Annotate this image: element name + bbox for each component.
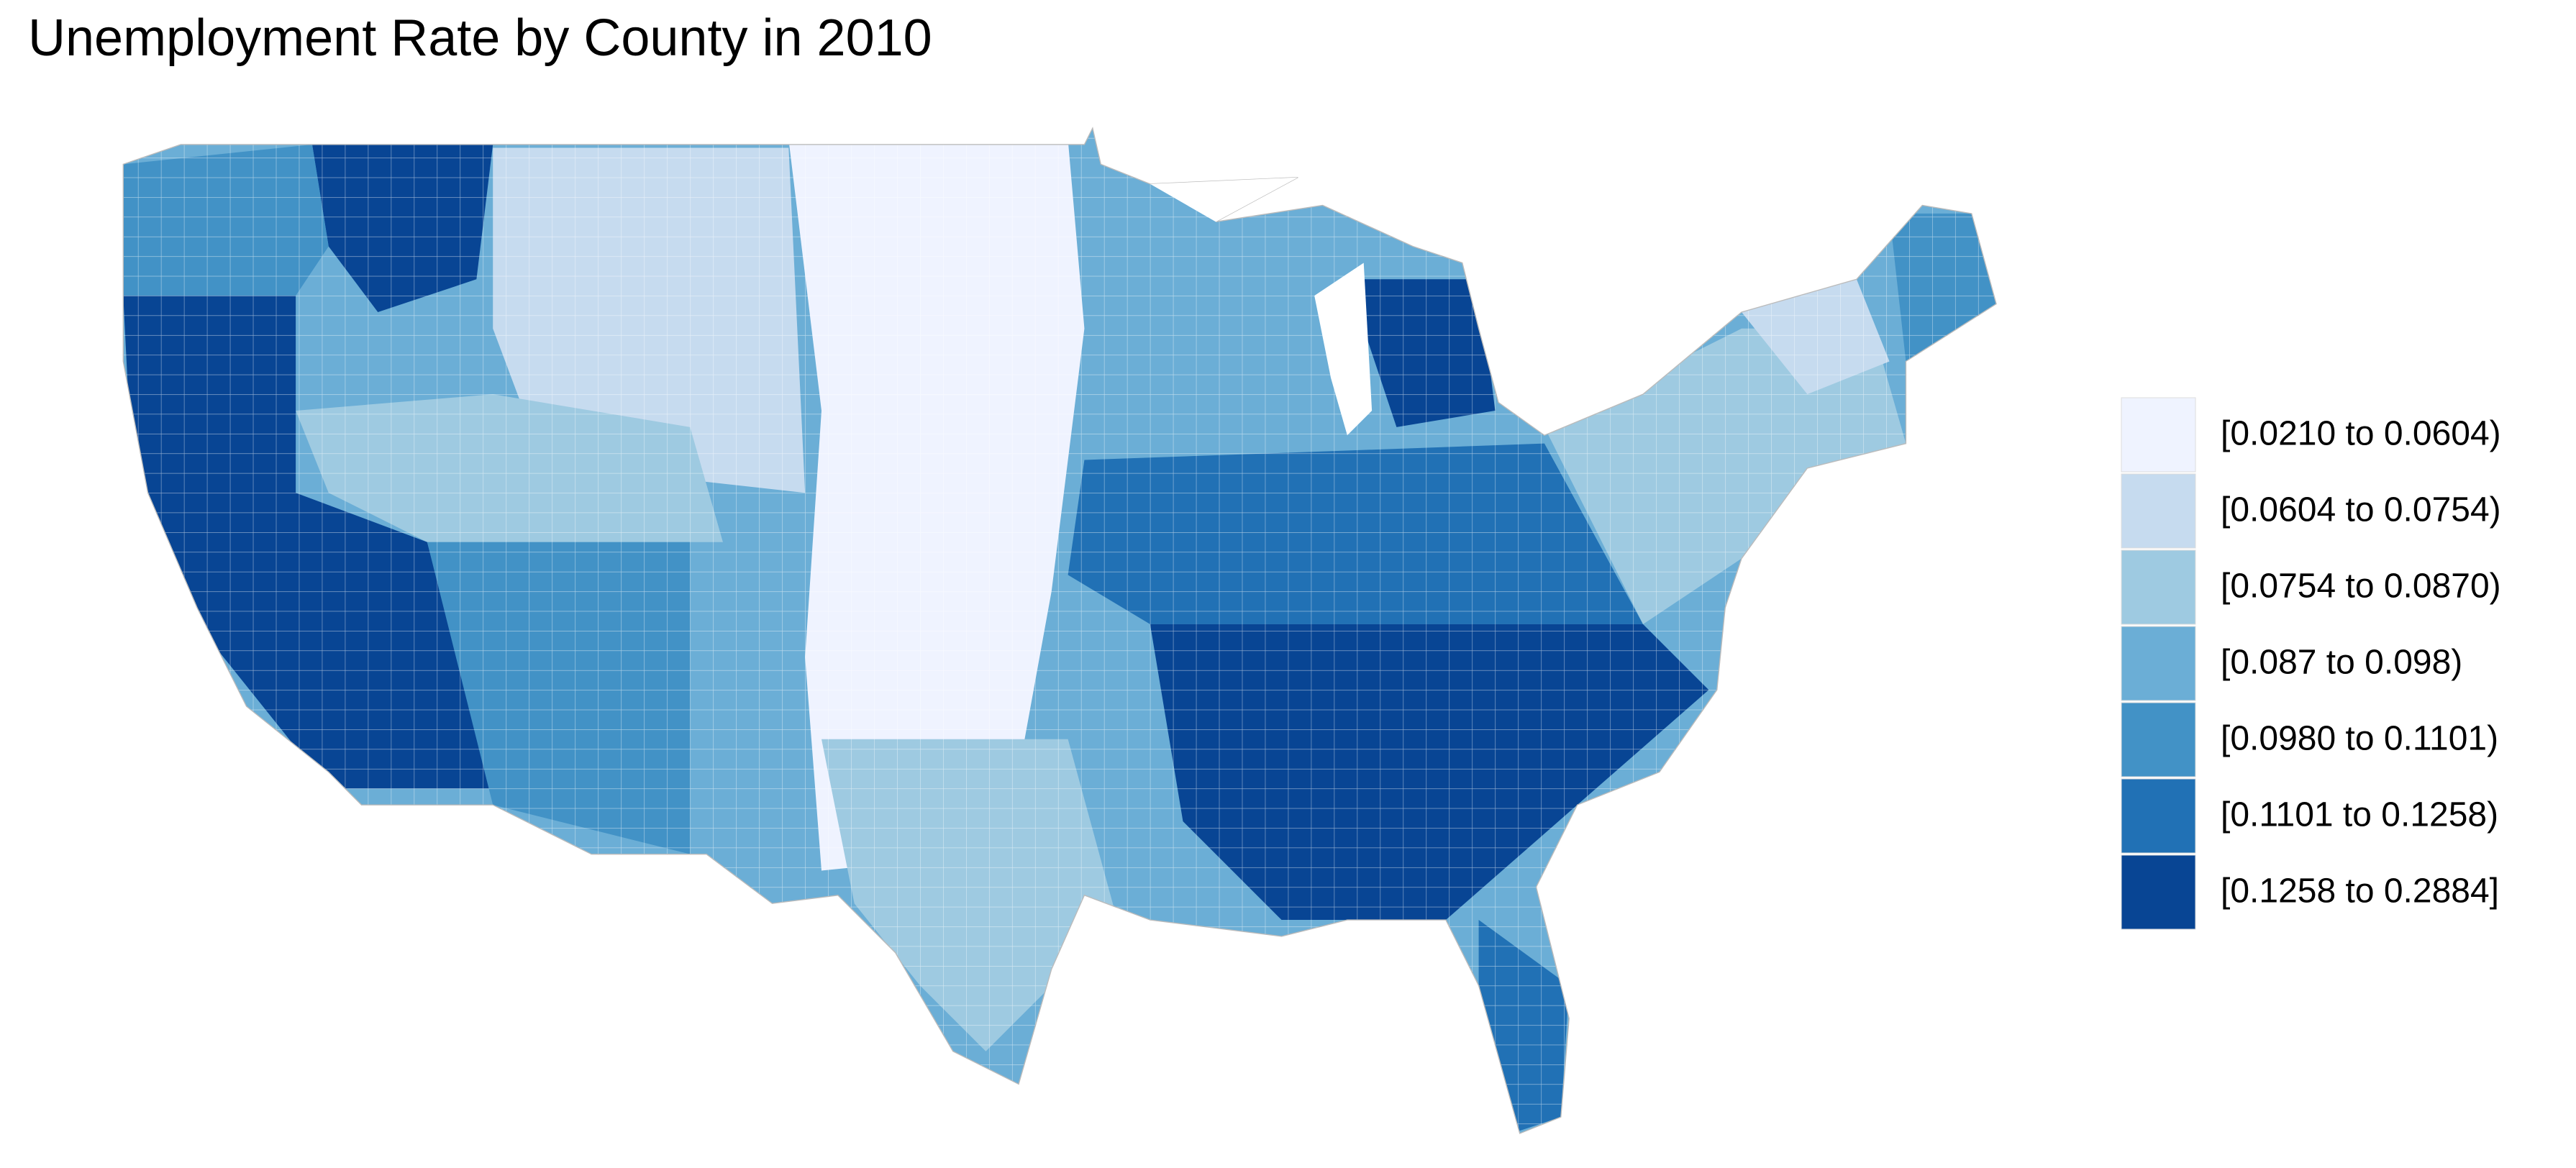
lake — [1314, 263, 1373, 436]
legend: [0.0210 to 0.0604) [0.0604 to 0.0754) [0.0… — [2121, 397, 2501, 930]
legend-label: [0.1101 to 0.1258) — [2221, 796, 2498, 834]
legend-swatch — [2121, 778, 2196, 854]
map-title: Unemployment Rate by County in 2010 — [28, 9, 932, 67]
legend-label: [0.0604 to 0.0754) — [2221, 491, 2501, 529]
legend-swatch — [2121, 549, 2196, 625]
legend-label: [0.0980 to 0.1101) — [2221, 720, 2498, 758]
legend-label: [0.087 to 0.098) — [2221, 644, 2462, 682]
legend-label: [0.1258 to 0.2884] — [2221, 872, 2499, 911]
legend-swatch — [2121, 702, 2196, 777]
legend-swatch — [2121, 854, 2196, 930]
us-map — [122, 127, 1998, 1135]
legend-label: [0.0210 to 0.0604) — [2221, 415, 2501, 453]
legend-label: [0.0754 to 0.0870) — [2221, 567, 2501, 606]
lake — [1150, 177, 1298, 222]
legend-swatch — [2121, 473, 2196, 549]
legend-swatch — [2121, 397, 2196, 473]
legend-swatch — [2121, 626, 2196, 701]
